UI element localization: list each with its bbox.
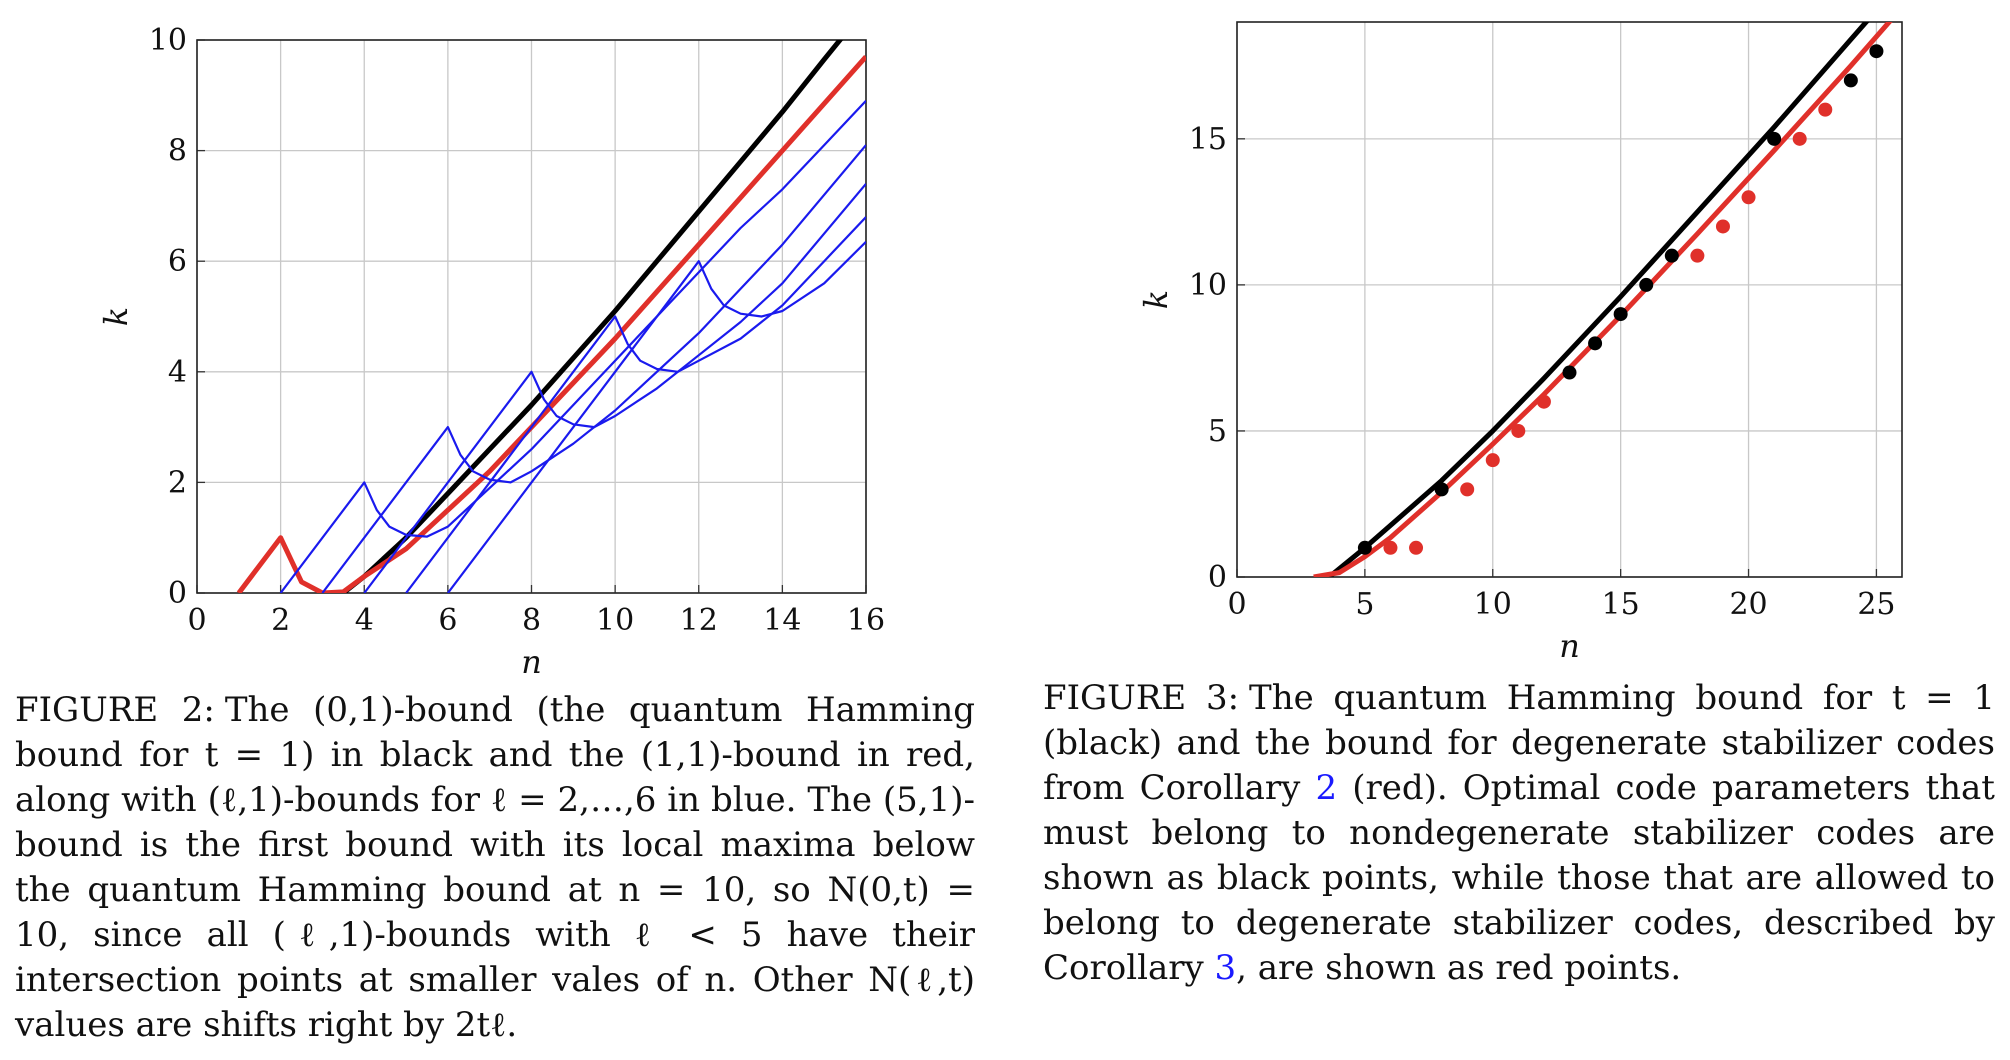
figure-2-caption-text: The (0,1)-bound (the quantum Hamming bou… <box>15 690 975 1045</box>
fig3-data-point <box>1357 540 1372 555</box>
fig2-series-line <box>279 100 866 593</box>
fig2-x-tick-label: 16 <box>847 603 885 638</box>
fig2-x-tick-label: 2 <box>271 603 290 638</box>
fig2-series-line <box>321 144 866 593</box>
fig3-data-point <box>1409 540 1424 555</box>
fig2-series-line <box>341 40 844 593</box>
fig3-series-line <box>1327 22 1870 577</box>
fig3-y-tick-label: 5 <box>1208 414 1227 449</box>
fig3-data-point <box>1741 190 1756 205</box>
fig2-x-axis-label: n <box>521 643 542 680</box>
figure-3-caption: FIGURE 3: The quantum Hamming bound for t… <box>1043 676 1995 991</box>
fig2-x-tick-label: 6 <box>438 603 457 638</box>
fig2-x-tick-label: 14 <box>763 603 801 638</box>
fig3-data-point <box>1664 248 1679 263</box>
fig3-data-point <box>1460 482 1475 497</box>
fig2-series-line <box>405 216 866 593</box>
fig2-y-tick-label: 2 <box>168 465 187 500</box>
fig3-y-tick-label: 10 <box>1189 268 1227 303</box>
fig2-y-tick-label: 4 <box>168 355 187 390</box>
figure-2-chart: 0 2 4 6 8 10 12 14 16 0 2 4 6 8 10 n k <box>97 23 885 680</box>
fig3-y-tick-label: 0 <box>1208 560 1227 595</box>
fig3-data-point <box>1588 336 1603 351</box>
fig2-x-tick-label: 8 <box>522 603 541 638</box>
fig2-x-tick-label: 12 <box>680 603 718 638</box>
fig3-data-point <box>1434 482 1449 497</box>
fig3-x-tick-label: 10 <box>1474 587 1512 622</box>
figure-3-label: FIGURE 3: <box>1043 678 1240 718</box>
fig3-data-point <box>1869 44 1884 59</box>
fig3-axes-frame <box>1236 21 1903 578</box>
fig3-y-axis-label: k <box>1137 290 1175 309</box>
fig3-data-point <box>1792 131 1807 146</box>
fig2-y-tick-label: 8 <box>168 134 187 169</box>
fig3-data-point <box>1485 453 1500 468</box>
fig2-x-tick-label: 10 <box>596 603 634 638</box>
fig2-axes-frame <box>196 39 867 594</box>
fig3-data-point <box>1843 73 1858 88</box>
fig2-series-line <box>363 183 866 593</box>
fig3-data-point <box>1511 423 1526 438</box>
figure-2-caption: FIGURE 2: The (0,1)-bound (the quantum Ha… <box>15 688 975 1048</box>
fig2-series-line <box>447 241 866 593</box>
fig3-data-point <box>1562 365 1577 380</box>
fig2-series-line <box>236 54 866 593</box>
fig3-series-line <box>1313 22 1893 577</box>
fig3-data-point <box>1818 102 1833 117</box>
fig3-y-tick-label: 15 <box>1189 122 1227 157</box>
fig3-data-point <box>1383 540 1398 555</box>
fig3-x-tick-label: 5 <box>1355 587 1374 622</box>
fig2-x-tick-label: 4 <box>355 603 374 638</box>
fig3-data-point <box>1767 131 1782 146</box>
fig3-x-tick-label: 15 <box>1602 587 1640 622</box>
fig2-x-tick-label: 0 <box>187 603 206 638</box>
fig3-data-point <box>1715 219 1730 234</box>
fig2-y-tick-label: 10 <box>149 23 187 58</box>
fig2-y-tick-label: 6 <box>168 244 187 279</box>
figure-2: 0 2 4 6 8 10 12 14 16 0 2 4 6 8 10 n k FIGURE 2: The (0,1… <box>0 0 1000 1060</box>
corollary-3-link[interactable]: 3 <box>1214 948 1237 988</box>
figure-3-caption-after: , are shown as red points. <box>1236 948 1682 988</box>
corollary-2-link[interactable]: 2 <box>1315 768 1338 808</box>
fig3-x-tick-label: 20 <box>1729 587 1767 622</box>
fig2-y-tick-label: 0 <box>168 576 187 611</box>
fig3-x-tick-label: 0 <box>1227 587 1246 622</box>
figure-3-chart: 0 5 10 15 20 25 0 5 10 15 n k <box>1137 21 1903 665</box>
figure-2-label: FIGURE 2: <box>15 690 215 730</box>
fig3-data-point <box>1613 307 1628 322</box>
fig3-x-axis-label: n <box>1559 627 1580 665</box>
fig2-y-axis-label: k <box>97 307 135 326</box>
fig3-data-point <box>1536 394 1551 409</box>
fig3-data-point <box>1639 277 1654 292</box>
fig3-data-point <box>1690 248 1705 263</box>
figure-3-caption-before: The quantum Hamming bound for t = 1 (bla… <box>1043 678 1995 808</box>
figure-3: 0 5 10 15 20 25 0 5 10 15 n k FIGURE 3: The quantum … <box>1000 0 2010 1060</box>
figure-3-caption-middle: (red). Optimal code parameters that must… <box>1043 768 1995 988</box>
fig3-x-tick-label: 25 <box>1857 587 1895 622</box>
